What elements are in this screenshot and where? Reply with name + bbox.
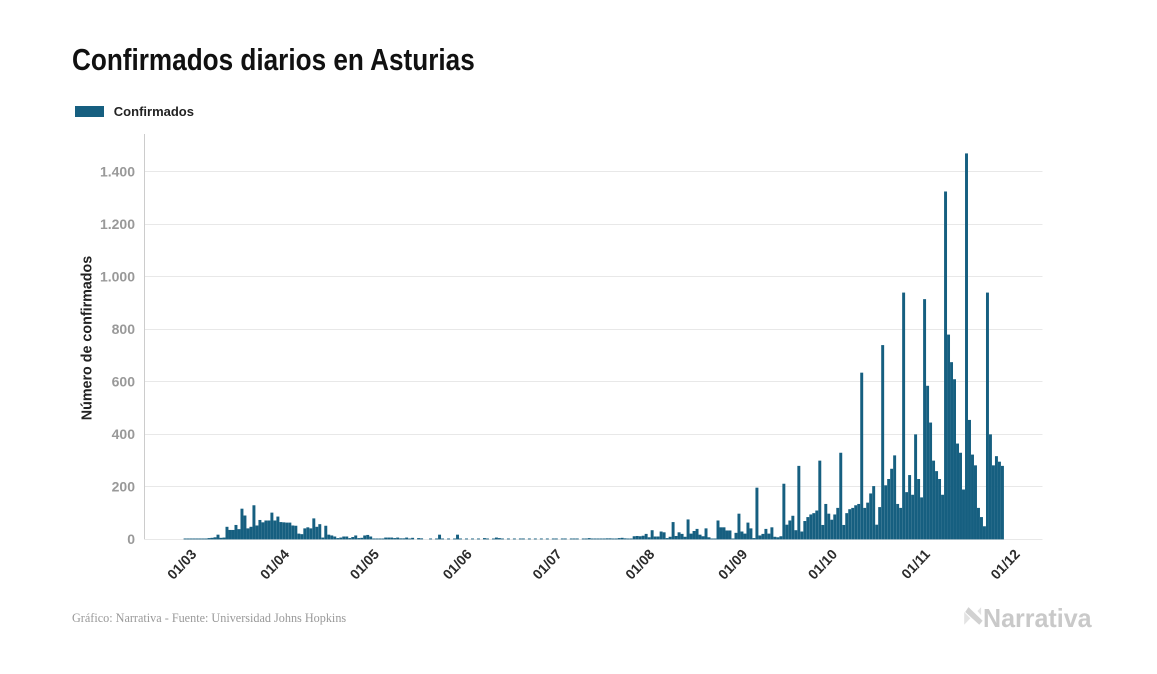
- svg-text:01/12: 01/12: [987, 546, 1023, 583]
- svg-text:0: 0: [127, 531, 135, 547]
- svg-text:01/04: 01/04: [257, 546, 293, 583]
- svg-text:01/03: 01/03: [164, 546, 200, 583]
- svg-text:1.200: 1.200: [100, 216, 135, 232]
- svg-text:1.000: 1.000: [100, 269, 135, 285]
- svg-text:400: 400: [112, 426, 136, 442]
- svg-text:800: 800: [112, 321, 136, 337]
- svg-text:600: 600: [112, 374, 136, 390]
- svg-text:01/06: 01/06: [439, 546, 475, 583]
- svg-text:200: 200: [112, 479, 136, 495]
- svg-text:01/09: 01/09: [715, 546, 751, 583]
- svg-text:01/10: 01/10: [805, 546, 841, 583]
- svg-text:01/05: 01/05: [347, 546, 383, 583]
- svg-text:01/07: 01/07: [529, 546, 565, 583]
- svg-text:01/11: 01/11: [898, 546, 933, 582]
- svg-text:1.400: 1.400: [100, 163, 135, 179]
- svg-text:01/08: 01/08: [622, 546, 658, 583]
